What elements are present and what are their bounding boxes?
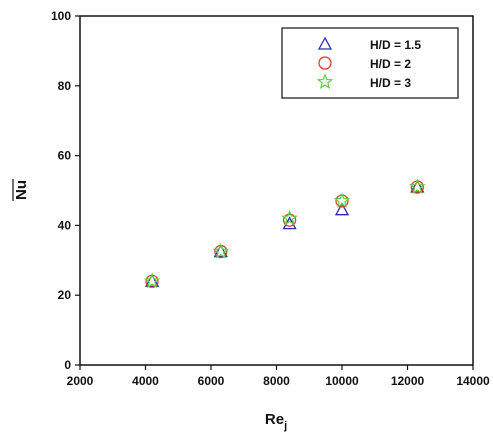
star-data-point [333,192,351,208]
x-tick-label: 6000 [198,374,225,388]
y-tick-label: 80 [58,79,72,93]
x-tick-label: 4000 [132,374,159,388]
y-axis-label-group: Nu [12,179,30,201]
triangle-data-point [144,273,160,287]
x-tick-label: 12000 [391,374,425,388]
star-data-point [281,209,298,226]
legend-star-marker [316,73,334,90]
star-data-point [143,272,161,289]
legend-triangle-marker [317,36,333,50]
triangle-data-point [334,202,350,216]
x-tick-label: 14000 [456,374,490,388]
x-tick-label: 8000 [263,374,290,388]
y-tick-label: 60 [58,149,72,163]
legend-label: H/D = 2 [370,57,411,71]
y-tick-label: 100 [51,9,71,23]
star-data-point [212,242,230,259]
legend: H/D = 1.5 H/D = 2 H/D = 3 [281,27,459,99]
y-tick-label: 20 [58,288,72,302]
legend-box [281,27,459,99]
star-data-point [409,178,426,195]
y-axis: 0 20 40 60 80 100 [51,9,80,372]
x-axis: 2000 4000 6000 8000 10000 12000 14000 [67,365,490,388]
y-tick-label: 40 [58,218,72,232]
x-axis-label: Rej [265,411,287,432]
legend-circle-marker [318,56,332,70]
triangle-data-point [213,244,228,258]
data-points [143,178,426,289]
circle-data-point [282,213,297,227]
x-tick-label: 2000 [67,374,94,388]
x-tick-label: 10000 [325,374,359,388]
triangle-data-point [410,179,425,193]
y-axis-label: Nu [13,180,30,200]
x-axis-label-subscript: j [283,420,287,432]
legend-label: H/D = 1.5 [370,38,421,52]
legend-label: H/D = 3 [370,76,411,90]
y-tick-label: 0 [64,358,71,372]
